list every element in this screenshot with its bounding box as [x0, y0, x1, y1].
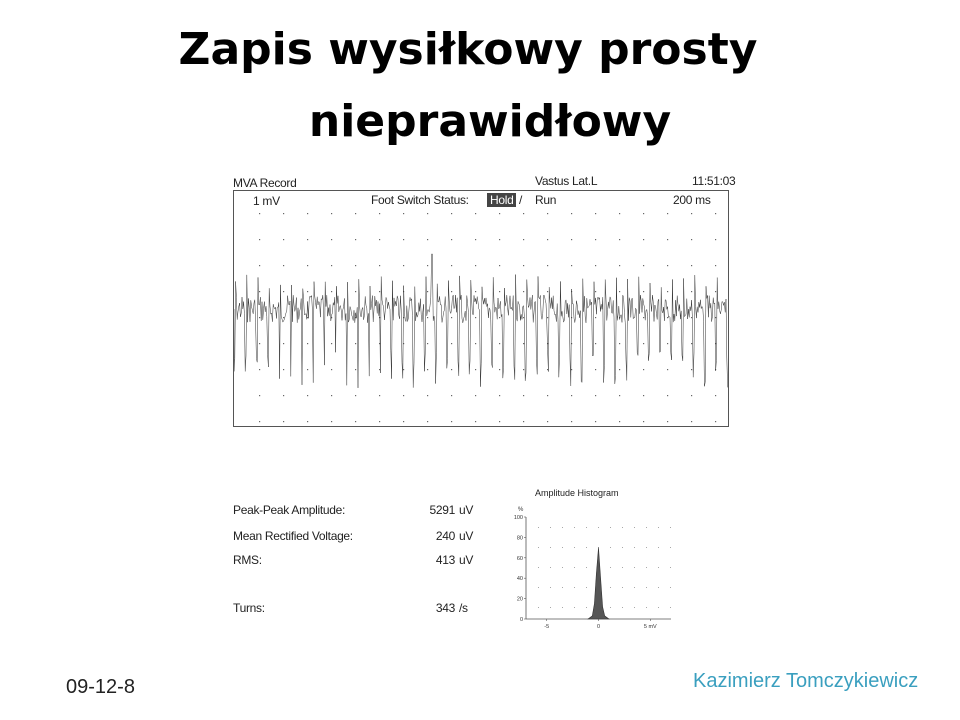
histogram-grid-dot: [538, 607, 539, 608]
histogram-grid-dot: [646, 607, 647, 608]
stat-value: 343: [435, 601, 455, 615]
amplitude-scale: 1 mV: [253, 194, 280, 208]
emg-trace-panel: [233, 190, 729, 427]
histogram-grid-dot: [550, 567, 551, 568]
histogram-grid-dot: [670, 547, 671, 548]
histogram-grid-dot: [586, 547, 587, 548]
record-time: 11:51:03: [692, 174, 736, 188]
histogram-grid-dot: [610, 527, 611, 528]
histogram-grid-dot: [598, 527, 599, 528]
histogram-y-tick-label: 0: [520, 617, 523, 623]
stat-unit: /s: [459, 601, 468, 615]
emg-waveform: [233, 213, 728, 423]
stat-unit: uV: [459, 503, 474, 517]
histogram-grid-dot: [634, 527, 635, 528]
histogram-grid-dot: [610, 567, 611, 568]
histogram-grid-dot: [574, 547, 575, 548]
histogram-grid-dot: [574, 567, 575, 568]
histogram-grid-dot: [550, 527, 551, 528]
histogram-distribution-area: [587, 547, 610, 620]
histogram-y-tick-label: 60: [517, 556, 523, 562]
histogram-grid-dot: [658, 527, 659, 528]
histogram-grid-dot: [634, 567, 635, 568]
histogram-grid-dot: [670, 527, 671, 528]
slide-author: Kazimierz Tomczykiewicz: [693, 670, 919, 692]
stat-label: Turns:: [233, 601, 265, 615]
histogram-grid-dot: [646, 567, 647, 568]
stat-value: 413: [435, 553, 455, 567]
histogram-grid-dot: [658, 607, 659, 608]
histogram-grid-dot: [646, 587, 647, 588]
histogram-grid-dot: [562, 527, 563, 528]
histogram-grid-dot: [586, 587, 587, 588]
histogram-grid-dot: [670, 567, 671, 568]
histogram-grid-dot: [646, 527, 647, 528]
histogram-y-tick-label: 40: [517, 576, 523, 582]
histogram-grid-dot: [538, 567, 539, 568]
histogram-grid-dot: [586, 527, 587, 528]
histogram-grid-dot: [598, 547, 599, 548]
emg-grid-dots: [259, 213, 717, 423]
histogram-grid-dot: [574, 587, 575, 588]
histogram-ylabel: %: [518, 507, 524, 513]
histogram-grid-dot: [622, 587, 623, 588]
histogram-grid-dot: [538, 547, 539, 548]
histogram-x-tick-label: 0: [597, 624, 600, 630]
histogram-grid-dot: [538, 527, 539, 528]
histogram-grid-dot: [550, 607, 551, 608]
stat-label: Mean Rectified Voltage:: [233, 529, 353, 543]
histogram-grid-dot: [562, 607, 563, 608]
foot-switch-label: Foot Switch Status:: [371, 193, 469, 207]
histogram-grid-dot: [622, 527, 623, 528]
histogram-grid-dot: [610, 547, 611, 548]
histogram-grid-dot: [610, 607, 611, 608]
histogram-grid-dot: [574, 527, 575, 528]
histogram-grid-dot: [622, 607, 623, 608]
histogram-grid-dot: [634, 547, 635, 548]
histogram-grid-dot: [622, 567, 623, 568]
histogram-grid-dot: [670, 587, 671, 588]
histogram-grid-dot: [646, 547, 647, 548]
stat-value: 5291: [429, 503, 456, 517]
hold-status: Hold: [487, 193, 517, 207]
histogram-grid-dot: [658, 567, 659, 568]
stat-unit: uV: [459, 553, 474, 567]
slide-date: 09-12-8: [66, 676, 135, 698]
slide-title-line-1: Zapis wysiłkowy prosty: [178, 24, 758, 75]
histogram-grid-dot: [586, 567, 587, 568]
histogram-grid-dot: [622, 547, 623, 548]
histogram-y-tick-label: 80: [517, 535, 523, 541]
histogram-grid-dot: [562, 587, 563, 588]
stat-value: 240: [435, 529, 455, 543]
amplitude-histogram: % 100 80 60 40 20 0 -5 0 5 mV: [514, 507, 671, 630]
histogram-grid-dot: [634, 607, 635, 608]
timebase: 200 ms: [673, 193, 711, 207]
stat-unit: uV: [459, 529, 474, 543]
histogram-grid-dot: [610, 587, 611, 588]
stat-label: RMS:: [233, 553, 262, 567]
histogram-y-tick-label: 20: [517, 597, 523, 603]
histogram-grid-dot: [586, 607, 587, 608]
record-label: MVA Record: [233, 176, 297, 190]
muscle-name: Vastus Lat.L: [535, 174, 598, 188]
status-separator: /: [519, 193, 523, 207]
histogram-grid-dot: [634, 587, 635, 588]
emg-signal-trace: [233, 253, 728, 388]
slide-title-line-2: nieprawidłowy: [308, 96, 672, 147]
histogram-grid-dot: [658, 587, 659, 588]
histogram-x-tick-label: -5: [544, 624, 549, 630]
stat-label: Peak-Peak Amplitude:: [233, 503, 346, 517]
histogram-y-tick-label: 100: [514, 515, 523, 521]
histogram-grid-dot: [550, 587, 551, 588]
histogram-x-tick-label: 5 mV: [644, 624, 657, 630]
run-status: Run: [535, 193, 557, 207]
histogram-grid-dot: [574, 607, 575, 608]
histogram-grid-dot: [550, 547, 551, 548]
histogram-grid-dot: [670, 607, 671, 608]
histogram-grid-dot: [658, 547, 659, 548]
histogram-title: Amplitude Histogram: [535, 488, 619, 498]
histogram-grid-dot: [538, 587, 539, 588]
histogram-grid-dot: [562, 567, 563, 568]
histogram-grid-dot: [562, 547, 563, 548]
